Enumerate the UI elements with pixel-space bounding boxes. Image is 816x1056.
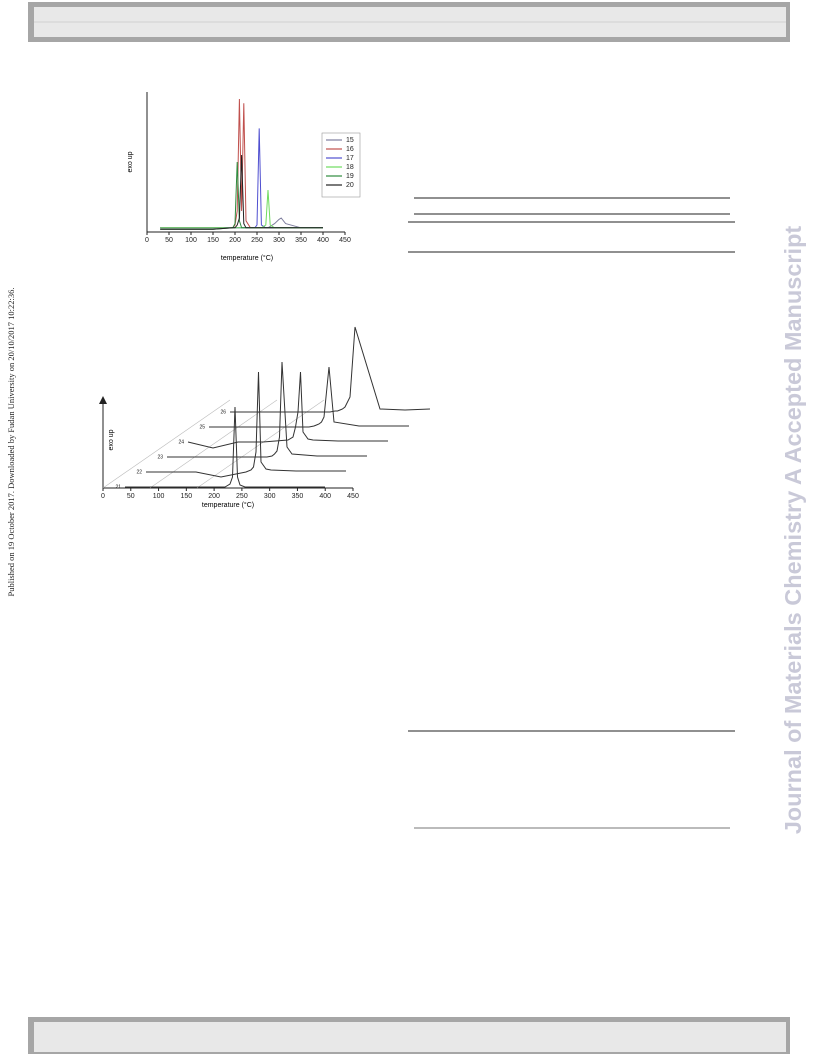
watermark: Journal of Materials Chemistry A Accepte…	[780, 226, 806, 835]
series-line	[187, 371, 388, 449]
series-label: 23	[157, 454, 163, 460]
legend-box	[321, 132, 361, 198]
x-tick-label: 50	[165, 237, 173, 244]
legend-label: 18	[346, 164, 354, 171]
x-tick-label: 300	[264, 493, 276, 500]
x-tick-label: 200	[229, 237, 241, 244]
x-tick-label: 350	[292, 493, 304, 500]
y-axis-label: exo up	[108, 429, 115, 450]
x-tick-label: 100	[185, 237, 197, 244]
x-tick-label: 250	[236, 493, 248, 500]
series-line	[146, 371, 346, 478]
series-line	[230, 326, 431, 413]
x-tick-label: 250	[251, 237, 263, 244]
series-label: 22	[136, 469, 142, 475]
x-tick-label: 150	[180, 493, 192, 500]
y-axis-label: exo up	[127, 151, 134, 172]
series-line	[160, 128, 323, 229]
depth-guide	[149, 399, 278, 489]
series-label: 24	[178, 439, 184, 445]
x-tick-label: 400	[317, 237, 329, 244]
x-tick-label: 150	[207, 237, 219, 244]
x-tick-label: 450	[347, 493, 359, 500]
x-tick-label: 300	[273, 237, 285, 244]
series-label: 26	[220, 409, 226, 415]
x-axis-label: temperature (°C)	[202, 501, 254, 509]
x-axis-label: temperature (°C)	[221, 254, 273, 262]
footer-inner	[34, 1022, 786, 1052]
x-tick-label: 100	[153, 493, 165, 500]
axis-arrow	[99, 396, 107, 404]
series-line	[160, 154, 323, 230]
x-tick-label: 350	[295, 237, 307, 244]
x-tick-label: 200	[208, 493, 220, 500]
legend-label: 19	[346, 173, 354, 180]
legend-label: 17	[346, 155, 354, 162]
series-line	[125, 406, 325, 488]
x-tick-label: 450	[339, 237, 351, 244]
table-rules	[408, 197, 735, 829]
series-line	[209, 366, 409, 428]
legend-label: 20	[346, 182, 354, 189]
series-label: 21	[115, 484, 121, 490]
series-label: 25	[199, 424, 205, 430]
x-tick-label: 400	[319, 493, 331, 500]
series-line	[167, 361, 367, 458]
legend-label: 16	[346, 146, 354, 153]
x-tick-label: 0	[145, 237, 149, 244]
side-note: Published on 19 October 2017. Downloaded…	[6, 287, 16, 596]
depth-guide	[102, 399, 231, 489]
legend-label: 15	[346, 137, 354, 144]
x-tick-label: 50	[127, 493, 135, 500]
x-tick-label: 0	[101, 493, 105, 500]
